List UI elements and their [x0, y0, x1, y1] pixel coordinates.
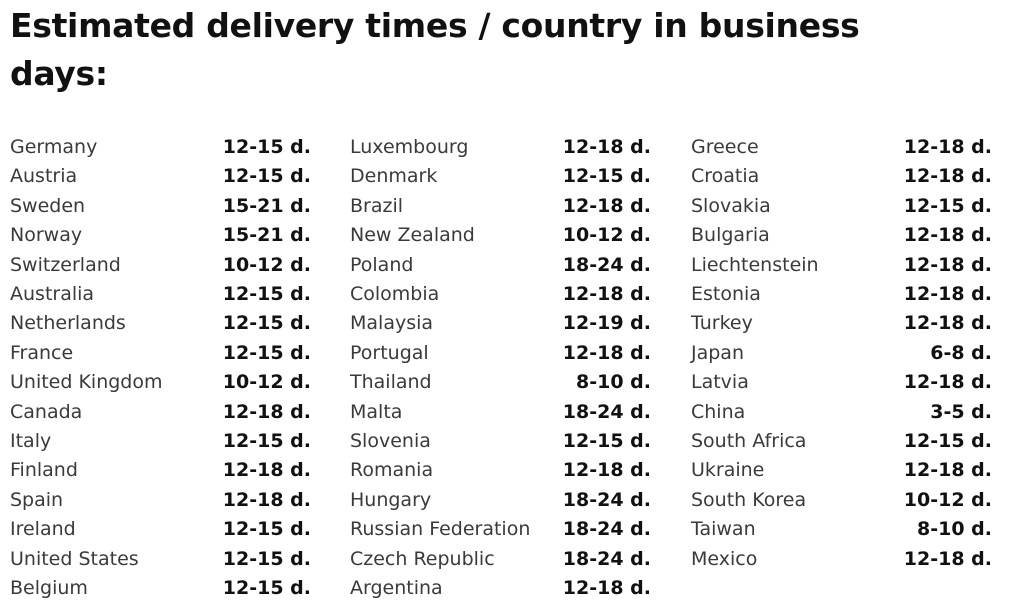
country-name: Croatia [691, 165, 760, 188]
delivery-time: 12-18 d. [903, 224, 992, 247]
delivery-time: 8-10 d. [917, 518, 992, 541]
delivery-time: 12-15 d. [222, 312, 311, 335]
country-name: Malta [350, 400, 403, 423]
country-name: China [691, 400, 746, 423]
country-name: Mexico [691, 547, 758, 570]
delivery-time: 10-12 d. [222, 253, 311, 276]
delivery-time: 12-18 d. [903, 165, 992, 188]
country-name: Slovakia [691, 194, 771, 217]
delivery-time: 12-18 d. [222, 400, 311, 423]
country-name: Switzerland [10, 253, 121, 276]
country-name: Estonia [691, 283, 761, 305]
delivery-time: 10-12 d. [222, 371, 311, 394]
country-name: Denmark [350, 165, 438, 188]
country-name: Germany [10, 136, 98, 158]
country-name: United Kingdom [10, 371, 163, 394]
country-name: Norway [10, 224, 83, 247]
country-name: Netherlands [10, 312, 126, 335]
delivery-time: 12-19 d. [562, 312, 651, 335]
delivery-time: 12-15 d. [562, 165, 651, 188]
country-name: Italy [10, 430, 52, 452]
country-name: France [10, 341, 74, 364]
country-name: Ireland [10, 518, 76, 541]
country-name: Japan [691, 341, 744, 364]
country-name: Argentina [350, 577, 443, 599]
delivery-time: 10-12 d. [562, 224, 651, 247]
delivery-time: 12-15 d. [222, 518, 311, 541]
delivery-time: 18-24 d. [562, 400, 651, 423]
delivery-time: 18-24 d. [562, 253, 651, 276]
country-name: Brazil [350, 194, 404, 217]
delivery-time: 12-15 d. [903, 430, 992, 452]
delivery-time: 12-15 d. [222, 341, 311, 364]
country-name: South Africa [691, 430, 807, 452]
delivery-time: 12-18 d. [903, 459, 992, 482]
delivery-time: 12-15 d. [903, 194, 992, 217]
delivery-time: 12-18 d. [903, 283, 992, 305]
country-name: Bulgaria [691, 224, 770, 247]
country-name: Romania [350, 459, 434, 482]
delivery-time: 12-15 d. [222, 283, 311, 305]
delivery-time: 6-8 d. [930, 341, 992, 364]
country-name: Latvia [691, 371, 749, 394]
country-name: Hungary [350, 488, 432, 511]
delivery-time: 12-18 d. [903, 253, 992, 276]
country-name: South Korea [691, 488, 807, 511]
delivery-time: 12-15 d. [222, 547, 311, 570]
delivery-time: 12-18 d. [562, 194, 651, 217]
delivery-time: 12-18 d. [222, 488, 311, 511]
country-name: Poland [350, 253, 414, 276]
delivery-time: 12-18 d. [903, 312, 992, 335]
country-name: Finland [10, 459, 78, 482]
country-name: Spain [10, 488, 64, 511]
country-name: Australia [10, 283, 95, 305]
delivery-time: 12-18 d. [903, 547, 992, 570]
delivery-time: 12-15 d. [562, 430, 651, 452]
country-name: Russian Federation [350, 518, 531, 541]
delivery-time: 15-21 d. [222, 194, 311, 217]
country-name: Liechtenstein [691, 253, 819, 276]
country-name: Taiwan [691, 518, 756, 541]
country-name: Belgium [10, 577, 88, 599]
delivery-time: 12-15 d. [222, 165, 311, 188]
country-name: Greece [691, 136, 759, 158]
country-name: New Zealand [350, 224, 475, 247]
delivery-time: 3-5 d. [930, 400, 992, 423]
country-name: Thailand [350, 371, 432, 394]
country-name: Czech Republic [350, 547, 495, 570]
country-name: Sweden [10, 194, 86, 217]
country-name: United States [10, 547, 139, 570]
country-name: Colombia [350, 283, 440, 305]
delivery-time: 18-24 d. [562, 547, 651, 570]
country-name: Canada [10, 400, 83, 423]
delivery-time: 18-24 d. [562, 518, 651, 541]
country-name: Austria [10, 165, 78, 188]
country-name: Malaysia [350, 312, 434, 335]
delivery-time: 12-18 d. [562, 341, 651, 364]
delivery-time: 15-21 d. [222, 224, 311, 247]
delivery-time: 18-24 d. [562, 488, 651, 511]
delivery-time: 12-18 d. [903, 136, 992, 158]
delivery-time: 12-15 d. [222, 430, 311, 452]
delivery-time: 12-18 d. [222, 459, 311, 482]
page-title: Estimated delivery times / country in bu… [10, 6, 860, 93]
delivery-time: 12-15 d. [222, 577, 311, 599]
delivery-time: 8-10 d. [576, 371, 651, 394]
country-name: Luxembourg [350, 136, 469, 158]
country-name: Turkey [691, 312, 753, 335]
delivery-time: 12-18 d. [562, 283, 651, 305]
delivery-time: 12-18 d. [903, 371, 992, 394]
delivery-time: 12-18 d. [562, 136, 651, 158]
country-name: Ukraine [691, 459, 765, 482]
delivery-time: 12-18 d. [562, 577, 651, 599]
delivery-time: 12-15 d. [222, 136, 311, 158]
country-name: Slovenia [350, 430, 431, 452]
country-name: Portugal [350, 341, 429, 364]
delivery-time: 12-18 d. [562, 459, 651, 482]
delivery-time: 10-12 d. [903, 488, 992, 511]
